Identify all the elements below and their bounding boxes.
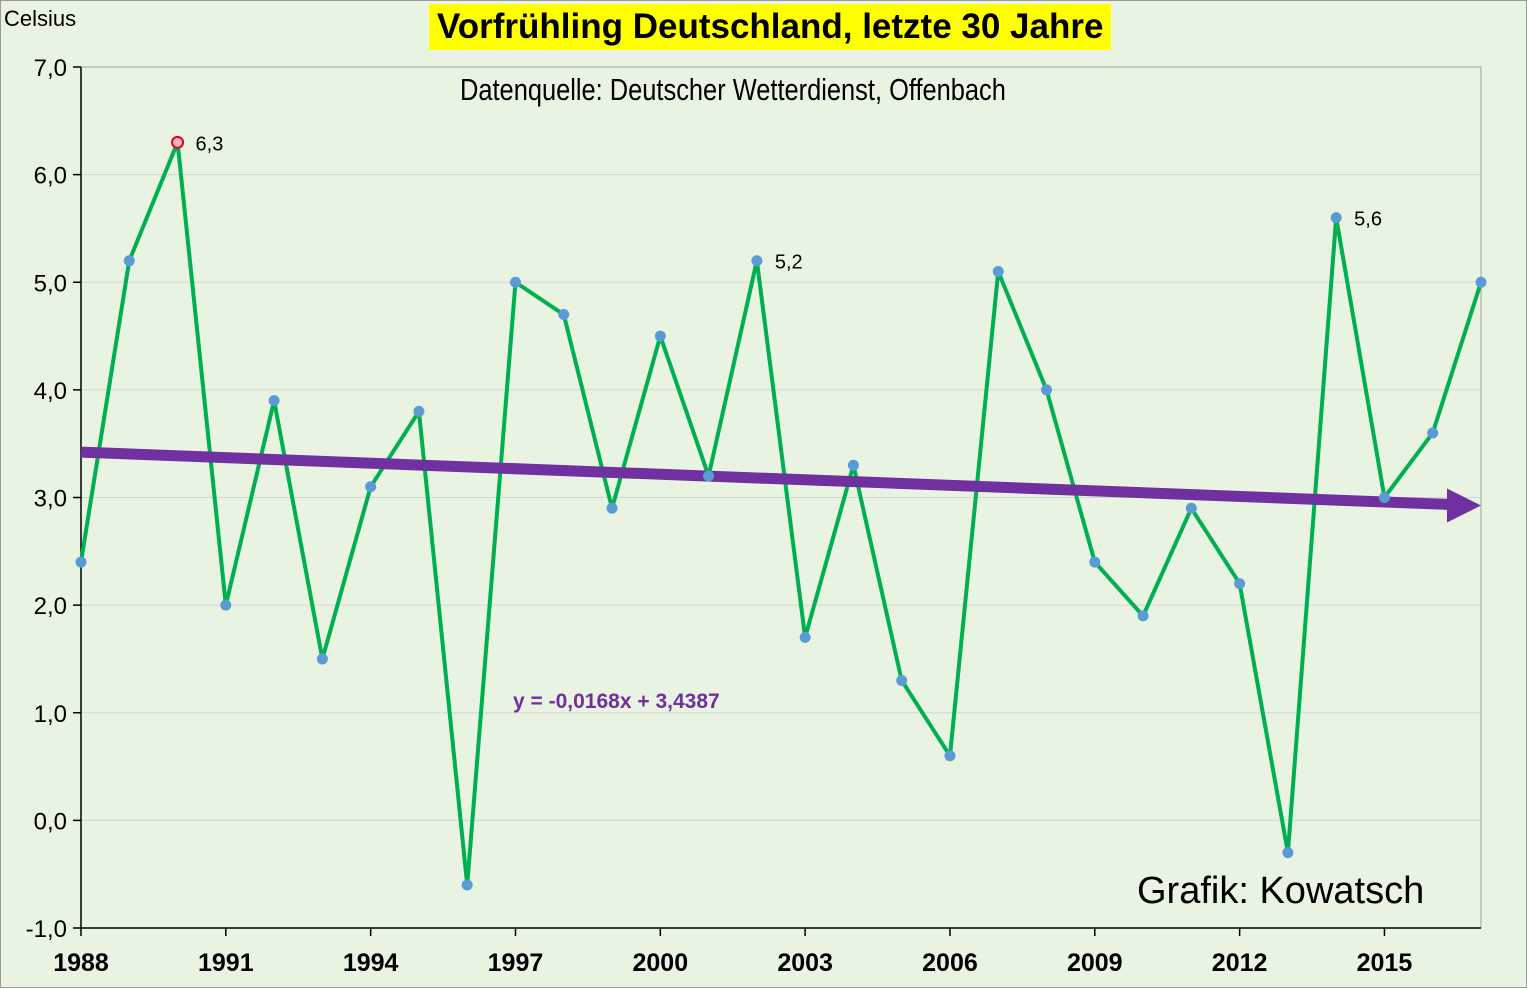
- data-point: [944, 750, 956, 762]
- data-point: [365, 481, 377, 493]
- data-point: [268, 395, 280, 407]
- data-point: [847, 459, 859, 471]
- chart-title: Vorfrühling Deutschland, letzte 30 Jahre: [429, 4, 1112, 50]
- data-point: [1137, 610, 1149, 622]
- data-point: [654, 330, 666, 342]
- x-tick-label: 1988: [53, 949, 109, 977]
- data-point: [75, 556, 87, 568]
- data-point: [220, 599, 232, 611]
- x-tick-label: 2009: [1067, 949, 1123, 977]
- x-tick-label: 1994: [343, 949, 399, 977]
- data-point: [1185, 502, 1197, 514]
- data-point: [461, 879, 473, 891]
- data-point: [171, 135, 185, 149]
- data-point: [606, 502, 618, 514]
- x-tick-label: 1991: [198, 949, 254, 977]
- x-tick-label: 2015: [1357, 949, 1413, 977]
- trend-arrowhead: [1447, 488, 1481, 523]
- data-label: 6,3: [196, 133, 224, 155]
- credit-label: Grafik: Kowatsch: [1137, 870, 1425, 912]
- trend-equation: y = -0,0168x + 3,4387: [513, 690, 720, 713]
- data-point: [703, 470, 715, 482]
- data-label: 5,6: [1354, 209, 1382, 231]
- y-tick-label: 4,0: [34, 378, 67, 405]
- chart-subtitle: Datenquelle: Deutscher Wetterdienst, Off…: [460, 72, 1006, 107]
- data-point: [558, 309, 570, 321]
- x-tick-label: 1997: [488, 949, 544, 977]
- trend-line: [80, 446, 1452, 511]
- data-point: [509, 276, 521, 288]
- data-point: [1041, 384, 1053, 396]
- y-tick-label: 6,0: [34, 163, 67, 190]
- data-point: [1330, 212, 1342, 224]
- y-tick-label: 0,0: [34, 808, 67, 835]
- data-point: [992, 265, 1004, 277]
- data-point: [1089, 556, 1101, 568]
- data-point: [799, 631, 811, 643]
- data-label: 5,2: [775, 252, 803, 274]
- x-tick-label: 2012: [1212, 949, 1268, 977]
- series-line: [79, 140, 1483, 887]
- data-point: [123, 255, 135, 267]
- data-point: [1234, 578, 1246, 590]
- data-point: [316, 653, 328, 665]
- data-point: [1282, 847, 1294, 859]
- data-point: [896, 674, 908, 686]
- x-tick-label: 2006: [922, 949, 978, 977]
- data-point: [1475, 276, 1487, 288]
- data-point: [413, 405, 425, 417]
- data-point: [1378, 492, 1390, 503]
- y-tick-label: 7,0: [34, 55, 67, 82]
- data-point: [751, 255, 763, 267]
- y-tick-label: 1,0: [34, 701, 67, 728]
- x-tick-label: 2000: [632, 949, 688, 977]
- y-tick-label: 3,0: [34, 486, 67, 513]
- y-tick-label: -1,0: [26, 916, 67, 943]
- data-point: [1427, 427, 1439, 439]
- y-tick-label: 2,0: [34, 593, 67, 620]
- x-tick-label: 2003: [777, 949, 833, 977]
- y-axis-label: Celsius: [4, 6, 77, 31]
- y-tick-label: 5,0: [34, 270, 67, 297]
